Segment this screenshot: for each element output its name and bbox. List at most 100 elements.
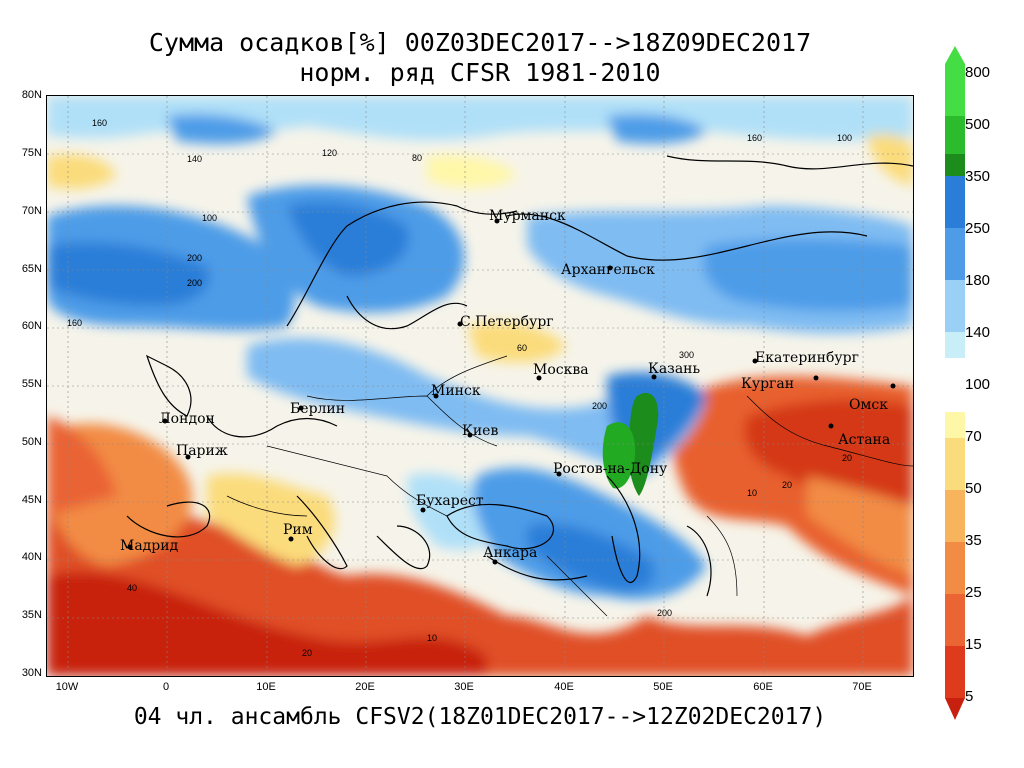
city-marker — [185, 454, 191, 460]
city-marker — [433, 393, 439, 399]
colorbar-swatch — [945, 412, 965, 438]
colorbar-swatch — [945, 646, 965, 698]
contour-label: 10 — [427, 633, 437, 643]
lat-label: 40N — [21, 551, 42, 563]
map-canvas: 160 140 120 100 80 60 40 20 10 200 300 2… — [47, 96, 913, 676]
coastlines — [126, 155, 913, 597]
contour-label: 140 — [187, 154, 202, 164]
contour-label: 160 — [67, 318, 82, 328]
city-label-london: Лондон — [159, 411, 215, 427]
city-labels: Мурманск Архангельск С.Петербург Москва … — [120, 208, 896, 565]
city-label-kurgan: Курган — [741, 376, 794, 392]
city-label-kiev: Киев — [462, 423, 498, 439]
lon-label: 10E — [256, 681, 276, 693]
contour-label: 100 — [837, 133, 852, 143]
colorbar-swatch — [945, 490, 965, 542]
contour-label: 200 — [187, 278, 202, 288]
city-marker — [420, 507, 426, 513]
city-label-madrid: Мадрид — [120, 538, 179, 554]
lat-label: 50N — [21, 436, 42, 448]
lon-label: 10W — [55, 681, 79, 693]
city-marker — [492, 559, 498, 565]
contour-label: 20 — [302, 648, 312, 658]
colorbar-label: 100 — [965, 376, 991, 393]
colorbar-label: 70 — [965, 428, 982, 445]
lat-label: 35N — [21, 609, 42, 621]
city-marker — [298, 405, 304, 411]
colorbar-label: 5 — [965, 688, 974, 705]
lon-label: 50E — [653, 681, 673, 693]
lat-label: 75N — [21, 147, 42, 159]
city-marker — [127, 544, 133, 550]
city-label-minsk: Минск — [431, 383, 481, 399]
city-marker — [607, 265, 613, 271]
colorbar-label: 350 — [965, 168, 991, 185]
high-precip-core — [628, 392, 659, 496]
contour-label: 20 — [842, 453, 852, 463]
contour-label: 40 — [127, 583, 137, 593]
city-label-bucharest: Бухарест — [416, 493, 484, 509]
precip-fields — [47, 96, 913, 676]
lon-label: 60E — [753, 681, 773, 693]
colorbar-label: 140 — [965, 324, 991, 341]
colorbar-swatch — [945, 116, 965, 154]
colorbar-label: 250 — [965, 220, 991, 237]
city-marker — [752, 358, 758, 364]
colorbar-swatch — [945, 64, 965, 116]
colorbar-label: 15 — [965, 636, 982, 653]
colorbar-label: 25 — [965, 584, 982, 601]
ensemble-subtitle: 04 чл. ансамбль CFSV2(18Z01DEC2017-->12Z… — [133, 704, 827, 730]
city-marker — [813, 375, 819, 381]
city-marker — [288, 536, 294, 542]
lon-label: 20E — [355, 681, 375, 693]
lon-label: 40E — [554, 681, 574, 693]
city-label-rostov: Ростов-на-Дону — [553, 461, 668, 477]
city-label-berlin: Берлин — [290, 401, 345, 417]
graticule — [47, 96, 913, 676]
city-marker — [828, 423, 834, 429]
colorbar-swatch — [945, 594, 965, 646]
city-label-paris: Париж — [176, 443, 228, 459]
colorbar-swatch — [945, 176, 965, 228]
city-label-omsk: Омск — [849, 397, 888, 413]
lon-label: 70E — [852, 681, 872, 693]
city-marker — [457, 321, 463, 327]
contour-label: 120 — [322, 148, 337, 158]
city-marker — [536, 375, 542, 381]
precipitation-map: 160 140 120 100 80 60 40 20 10 200 300 2… — [46, 95, 914, 677]
city-label-ekaterinburg: Екатеринбург — [755, 350, 859, 366]
contour-label: 200 — [187, 253, 202, 263]
city-label-rome: Рим — [283, 522, 313, 538]
contour-label: 60 — [517, 343, 527, 353]
colorbar-swatch — [945, 542, 965, 594]
contour-label: 160 — [92, 118, 107, 128]
colorbar-swatch — [945, 438, 965, 490]
contour-label: 160 — [747, 133, 762, 143]
lat-label: 30N — [21, 667, 42, 679]
lat-label: 65N — [21, 263, 42, 275]
city-marker — [467, 432, 473, 438]
map-title-line-2: норм. ряд CFSR 1981-2010 — [299, 58, 661, 87]
city-marker — [162, 418, 168, 424]
colorbar-swatch — [945, 280, 965, 332]
colorbar-swatch — [945, 332, 965, 358]
colorbar-label: 35 — [965, 532, 982, 549]
colorbar-label: 180 — [965, 272, 991, 289]
city-label-spb: С.Петербург — [460, 314, 554, 330]
city-marker — [556, 471, 562, 477]
colorbar-swatch — [945, 154, 965, 176]
lat-label: 45N — [21, 494, 42, 506]
city-marker — [890, 383, 896, 389]
lat-label: 70N — [21, 205, 42, 217]
contour-labels: 160 140 120 100 80 60 40 20 10 200 300 2… — [67, 118, 852, 658]
contour-label: 20 — [782, 480, 792, 490]
city-label-arkhangelsk: Архангельск — [561, 262, 655, 278]
lat-label: 60N — [21, 320, 42, 332]
high-precip-core — [602, 422, 636, 489]
colorbar-label: 50 — [965, 480, 982, 497]
lat-label: 55N — [21, 378, 42, 390]
contour-label: 300 — [679, 350, 694, 360]
city-label-moscow: Москва — [533, 362, 589, 378]
contour-label: 200 — [592, 401, 607, 411]
lon-label: 30E — [454, 681, 474, 693]
